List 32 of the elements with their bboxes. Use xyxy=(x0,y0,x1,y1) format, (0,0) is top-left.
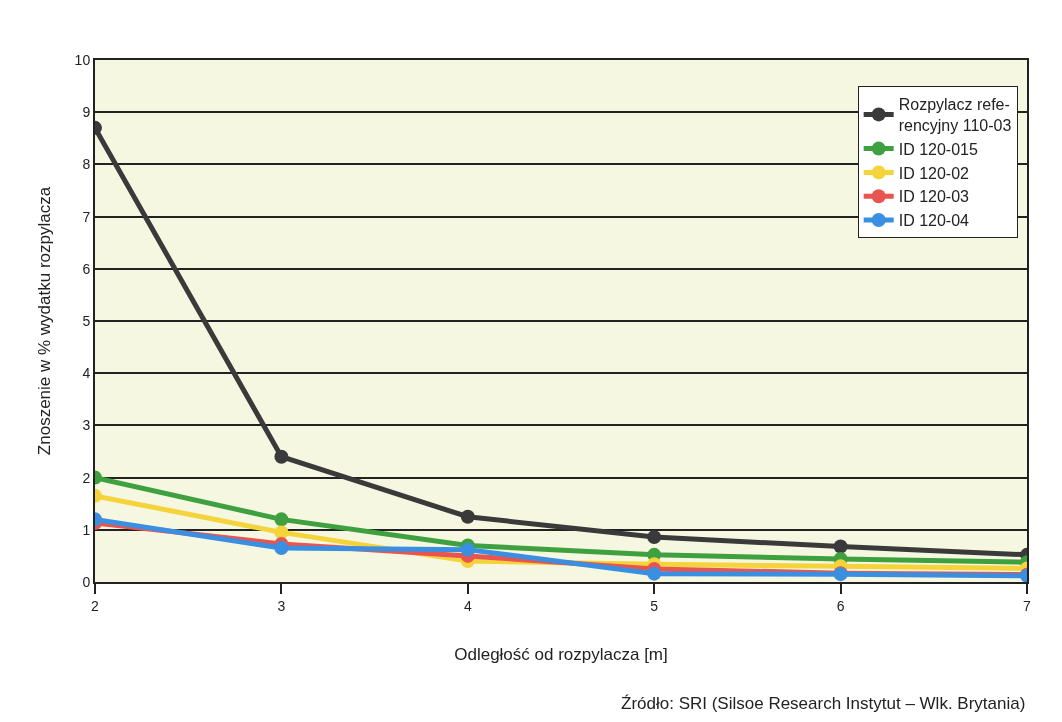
y-tick-label: 7 xyxy=(82,208,91,225)
legend-label: ID 120-015 xyxy=(898,140,978,158)
point xyxy=(647,530,662,545)
legend-label: ID 120-02 xyxy=(898,164,970,182)
point xyxy=(274,512,289,527)
legend-label: ID 120-04 xyxy=(898,212,970,230)
point xyxy=(274,541,289,556)
point xyxy=(460,509,475,524)
y-tick-label: 4 xyxy=(82,365,91,382)
point xyxy=(460,542,475,557)
legend-label: Rozpylacz refe- rencyjny 110-03 xyxy=(898,96,1012,135)
x-tick-label: 3 xyxy=(277,597,286,614)
text: Źródło: SRI (Silsoe Research Instytut – Wlk. Brytania) xyxy=(621,694,1026,713)
point xyxy=(647,566,662,581)
y-tick-label: 1 xyxy=(82,521,91,538)
y-tick-label: 3 xyxy=(82,417,91,434)
x-tick-label: 4 xyxy=(463,597,472,614)
legend-label: ID 120-03 xyxy=(898,188,970,206)
x-tick-label: 5 xyxy=(650,597,659,614)
y-tick-label: 6 xyxy=(82,260,91,277)
x-axis-title: Odległość od rozpylacza [m] xyxy=(454,644,668,664)
y-tick-label: 9 xyxy=(82,104,91,121)
y-tick-label: 5 xyxy=(82,312,91,329)
y-tick-label: 0 xyxy=(82,573,91,590)
point xyxy=(833,539,848,554)
x-tick-label: 7 xyxy=(1023,597,1032,614)
y-tick-label: 2 xyxy=(82,469,91,486)
y-tick-label: 8 xyxy=(82,156,91,173)
x-tick-label: 6 xyxy=(836,597,845,614)
y-tick-label: 10 xyxy=(74,51,91,68)
point xyxy=(274,449,289,464)
y-axis-title: Znoszenie w % wydatku rozpylacza xyxy=(34,186,54,456)
